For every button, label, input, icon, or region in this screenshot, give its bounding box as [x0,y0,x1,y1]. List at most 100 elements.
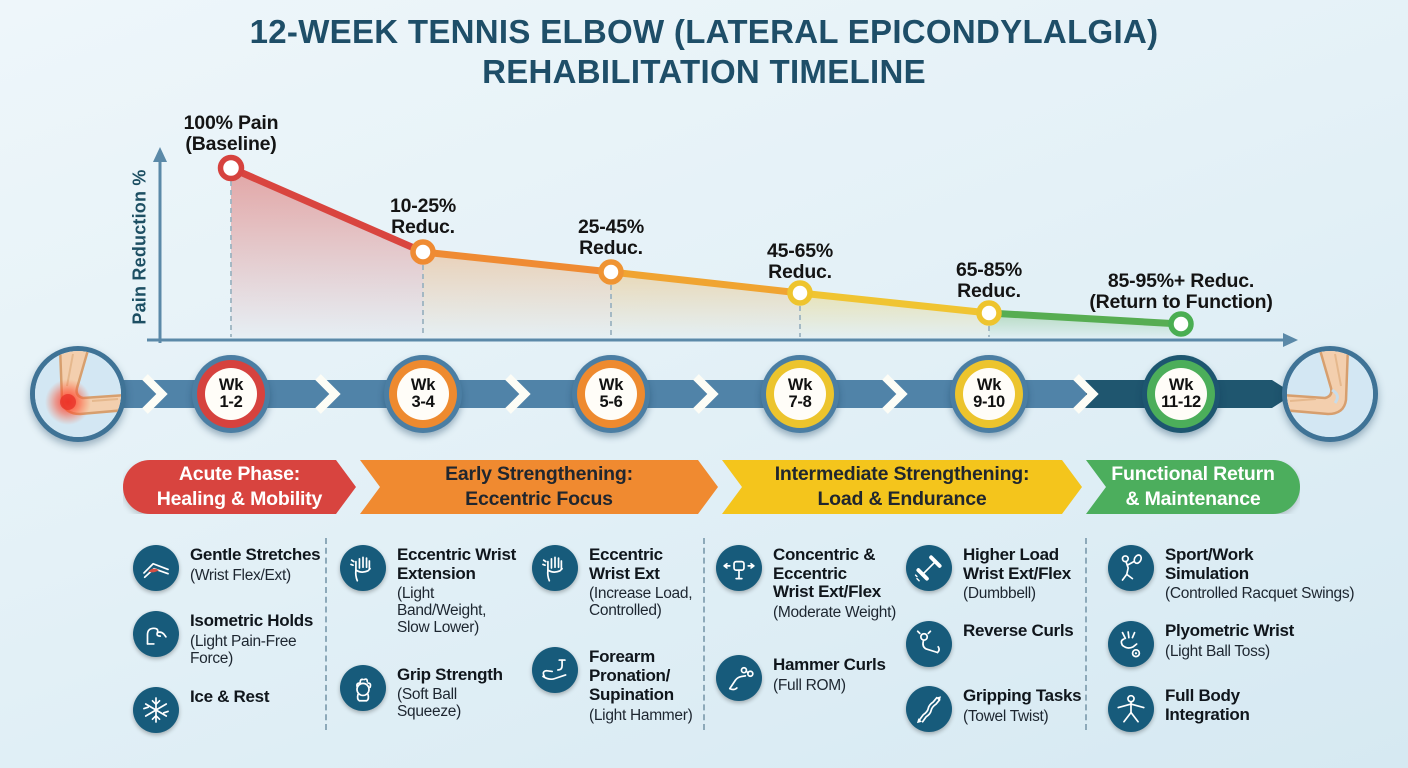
exercise-item: Eccentric Wrist Extension (Light Band/Wei… [340,545,522,637]
exercise-name: Full Body Integration [1165,686,1250,725]
page-title: 12-WEEK TENNIS ELBOW (LATERAL EPICONDYLA… [0,12,1408,91]
week-marker-label: Wk 3-4 [397,368,449,420]
data-point-marker [217,154,245,182]
exercise-item: Isometric Holds (Light Pain-Free Force) [133,611,325,667]
week-marker: Wk 7-8 [761,355,839,433]
phase-banner-early-line1: Early Strengthening: [445,462,633,485]
pain-line-segment [985,309,1185,328]
exercise-item: Forearm Pronation/ Supination (Light Hamm… [532,647,702,724]
exercise-name: Gripping Tasks [963,686,1082,706]
exercise-column-acute: Gentle Stretches (Wrist Flex/Ext) Isometri… [133,545,325,733]
exercise-name: Eccentric Wrist Extension [397,545,516,583]
data-point-marker [976,300,1002,326]
week-marker: Wk 3-4 [384,355,462,433]
exercise-item: Gentle Stretches (Wrist Flex/Ext) [133,545,325,591]
phase-banner-intermediate-line1: Intermediate Strengthening: [774,462,1030,485]
data-point-marker [598,259,624,285]
exercise-item-text: Sport/Work Simulation (Controlled Racquet… [1165,545,1354,602]
band-chevron [315,374,341,414]
stretch-arm-icon [133,545,179,591]
exercise-item-text: Concentric & Eccentric Wrist Ext/Flex (Mo… [773,545,896,621]
eccentric-wrist-icon [532,545,578,591]
exercise-name: Concentric & Eccentric Wrist Ext/Flex [773,545,881,602]
exercise-name: Gentle Stretches [190,545,321,564]
week-marker-ring: Wk 11-12 [1147,360,1215,428]
exercise-name: Forearm Pronation/ Supination [589,647,674,704]
exercise-name: Eccentric Wrist Ext [589,545,663,583]
exercise-detail: (Soft Ball Squeeze) [397,686,461,721]
exercise-name: Ice & Rest [190,686,270,706]
page-title-line2: REHABILITATION TIMELINE [482,52,926,90]
week-marker: Wk 5-6 [572,355,650,433]
column-divider [703,538,705,730]
week-marker-label: Wk 1-2 [205,368,257,420]
exercise-column-early-a: Eccentric Wrist Extension (Light Band/Wei… [340,545,522,720]
exercise-item: Eccentric Wrist Ext (Increase Load, Contr… [532,545,702,619]
exercise-column-functional: Sport/Work Simulation (Controlled Racquet… [1108,545,1404,733]
exercise-item-text: Hammer Curls (Full ROM) [773,655,886,694]
week-marker-ring: Wk 5-6 [577,360,645,428]
exercise-item-text: Ice & Rest [190,686,270,707]
phase-banner-functional-line1: Functional Return [1111,462,1275,485]
exercise-item: Hammer Curls (Full ROM) [716,655,900,702]
chart-point-label: 85-95%+ Reduc. (Return to Function) [1089,270,1273,314]
phase-banner-functional-line2: & Maintenance [1125,488,1261,510]
exercise-detail: (Light Hammer) [589,706,693,724]
isometric-arm-icon [133,611,179,657]
exercise-detail: (Controlled Racquet Swings) [1165,585,1355,603]
exercise-item-text: Plyometric Wrist (Light Ball Toss) [1165,621,1294,660]
exercise-name: Sport/Work Simulation [1165,545,1254,583]
exercise-column-intermediate-a: Concentric & Eccentric Wrist Ext/Flex (Mo… [716,545,900,702]
exercise-item-text: Grip Strength (Soft Ball Squeeze) [397,665,503,721]
hammer-curl-icon [716,655,762,702]
data-point-marker [787,280,813,306]
page-title-line1: 12-WEEK TENNIS ELBOW (LATERAL EPICONDYLA… [249,13,1159,50]
exercise-item-text: Forearm Pronation/ Supination (Light Hamm… [589,647,693,724]
chart-area-fill [423,252,611,338]
exercise-item: Gripping Tasks (Towel Twist) [906,686,1082,733]
exercise-name: Hammer Curls [773,655,886,675]
week-marker: Wk 1-2 [192,355,270,433]
pain-line-segment [419,248,615,276]
phase-banner-functional-return: Functional Return & Maintenance [1086,460,1300,514]
pain-line-segment [607,268,804,297]
week-marker-label: Wk 9-10 [963,368,1015,420]
band-chevron [142,374,168,414]
phase-banner-intermediate-line2: Load & Endurance [817,488,987,510]
exercise-name: Grip Strength [397,664,503,684]
week-marker-label: Wk 5-6 [585,368,637,420]
chart-area-fill [800,293,989,338]
exercise-item-text: Eccentric Wrist Extension (Light Band/Wei… [397,545,522,637]
dumbbell-icon [906,545,952,591]
exercise-item: Higher Load Wrist Ext/Flex (Dumbbell) [906,545,1082,602]
chart-point-label: 45-65% Reduc. [766,240,834,284]
exercise-name: Isometric Holds [190,611,314,630]
phase-banner-acute-line1: Acute Phase: [178,462,301,485]
exercise-item-text: Full Body Integration [1165,686,1250,724]
snowflake-icon [133,686,179,733]
exercise-name: Higher Load Wrist Ext/Flex [963,545,1071,583]
week-marker-ring: Wk 3-4 [389,360,457,428]
band-chevron [1073,374,1099,414]
exercise-detail: (Wrist Flex/Ext) [190,566,291,584]
towel-twist-icon [906,686,952,733]
exercise-item-text: Higher Load Wrist Ext/Flex (Dumbbell) [963,545,1071,602]
supination-hand-icon [532,647,578,694]
week-marker: Wk 9-10 [950,355,1028,433]
exercise-item: Plyometric Wrist (Light Ball Toss) [1108,621,1404,668]
racquet-swing-icon [1108,545,1154,591]
exercise-item-text: Gentle Stretches (Wrist Flex/Ext) [190,545,321,584]
exercise-column-intermediate-b: Higher Load Wrist Ext/Flex (Dumbbell) Reve… [906,545,1082,733]
phase-banner-early-line2: Eccentric Focus [465,488,613,510]
week-marker-ring: Wk 9-10 [955,360,1023,428]
wrist-arrows-icon [716,545,762,591]
exercise-item: Reverse Curls [906,621,1082,668]
week-marker-label: Wk 7-8 [774,368,826,420]
x-axis-arrow [1283,333,1298,347]
exercise-detail: (Light Pain-Free Force) [190,632,297,667]
exercise-column-early-b: Eccentric Wrist Ext (Increase Load, Contr… [532,545,702,724]
phase-banner-intermediate-strengthening: Intermediate Strengthening: Load & Endur… [722,460,1082,514]
exercise-detail: (Dumbbell) [963,585,1036,603]
ball-toss-icon [1108,621,1154,668]
